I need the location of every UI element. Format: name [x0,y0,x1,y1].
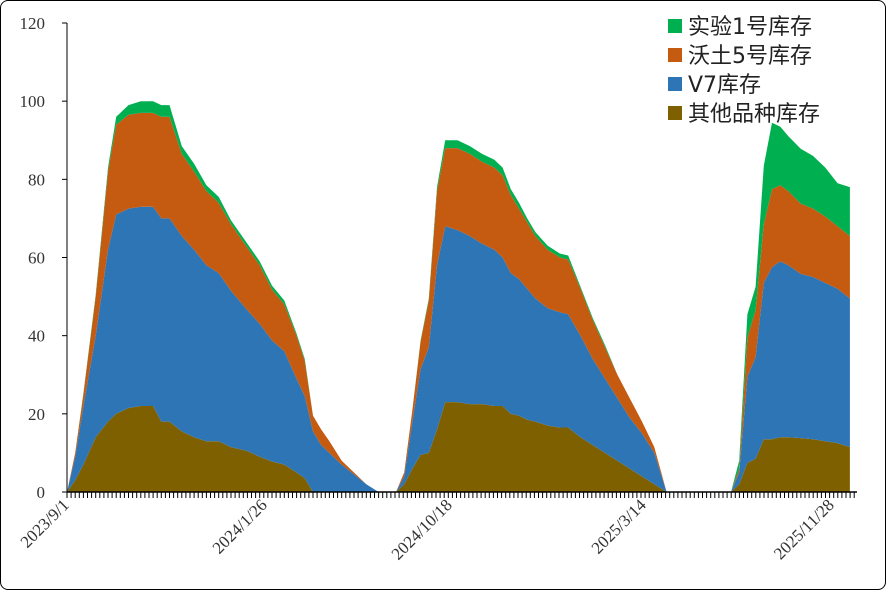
y-tick-label: 20 [28,405,45,424]
legend-label: 其他品种库存 [688,102,820,127]
x-tick-label: 2025/11/28 [770,495,838,563]
legend-label: V7库存 [688,73,761,98]
legend-swatch [668,19,682,33]
y-tick-label: 0 [37,483,46,502]
area-series-0-season-2 [731,437,850,492]
legend-swatch [668,48,682,62]
area-series-1-season-1 [396,226,667,492]
y-tick-label: 120 [20,14,46,33]
legend-label: 实验1号库存 [688,15,812,40]
area-series-1-season-0 [67,206,379,492]
y-tick-label: 80 [28,170,45,189]
area-layer [67,101,850,493]
x-tick-label: 2024/1/26 [209,495,271,557]
area-series-1-season-2 [731,261,850,492]
area-series-2-season-2 [731,185,850,492]
y-tick-label: 100 [20,92,46,111]
legend-label: 沃土5号库存 [688,44,812,69]
y-tick-label: 40 [28,327,45,346]
x-tick-label: 2023/9/1 [17,495,73,551]
x-tick-label: 2024/10/18 [388,495,456,563]
x-tick-label: 2025/3/14 [588,495,651,558]
area-series-3-season-2 [731,122,850,492]
area-series-0-season-1 [396,402,667,492]
area-series-0-season-0 [67,406,379,492]
y-tick-label: 60 [28,249,45,268]
legend-swatch [668,77,682,91]
legend-swatch [668,106,682,120]
